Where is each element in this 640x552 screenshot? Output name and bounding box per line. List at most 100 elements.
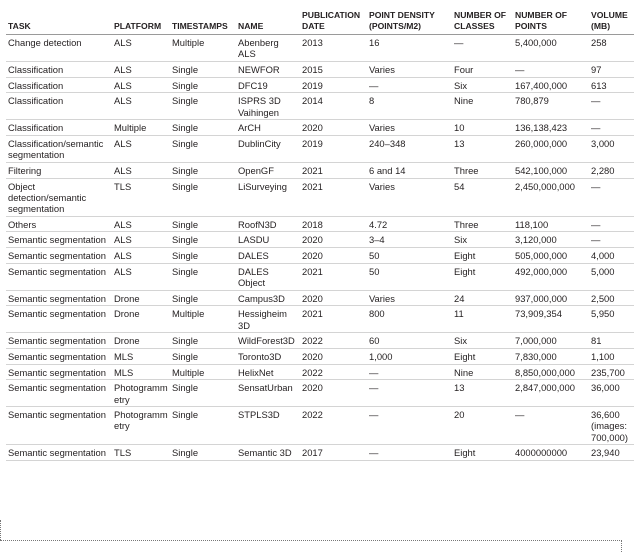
table-cell: Nine [452, 92, 513, 121]
table-cell: Single [170, 61, 236, 78]
table-cell: Three [452, 162, 513, 179]
table-cell: LASDU [236, 231, 300, 249]
table-cell: Eight [452, 247, 513, 264]
table-cell: 81 [589, 332, 634, 349]
table-cell: 136,138,423 [513, 119, 589, 136]
table-cell: Single [170, 263, 236, 291]
column-header: TASK [6, 4, 112, 35]
table-cell: 505,000,000 [513, 247, 589, 264]
table-cell: Semantic segmentation [6, 290, 112, 307]
table-cell: 613 [589, 77, 634, 94]
table-cell: Drone [112, 332, 170, 349]
table-row: Semantic segmentation Photogrammetry Singl… [6, 406, 634, 446]
column-header: NAME [236, 4, 300, 35]
table-cell: Semantic segmentation [6, 247, 112, 264]
table-cell: 2,847,000,000 [513, 379, 589, 408]
table-cell: 97 [589, 61, 634, 78]
table-cell: 2020 [300, 247, 367, 264]
table-cell: 2020 [300, 231, 367, 249]
table-cell: 3,120,000 [513, 231, 589, 249]
table-cell: Semantic segmentation [6, 231, 112, 249]
table-cell: Semantic segmentation [6, 379, 112, 408]
table-row: Semantic segmentation ALS Single DALES Obje… [6, 263, 634, 291]
table-cell: — [513, 406, 589, 446]
table-cell: Semantic 3D [236, 444, 300, 462]
table-cell: Classification [6, 92, 112, 121]
table-cell: DALES Object [236, 263, 300, 291]
table-cell: OpenGF [236, 162, 300, 179]
table-cell: — [589, 92, 634, 121]
table-cell: 2019 [300, 135, 367, 163]
table-cell: 2,500 [589, 290, 634, 307]
table-row: Classification ALS Single NEWFOR 2015 Varies F… [6, 61, 634, 78]
table-cell: Single [170, 444, 236, 462]
table-cell: 5,400,000 [513, 34, 589, 62]
table-cell: Abenberg ALS [236, 34, 300, 62]
table-cell: 937,000,000 [513, 290, 589, 307]
table-cell: — [589, 119, 634, 136]
table-cell: ALS [112, 231, 170, 249]
table-cell: Classification/semantic segmentation [6, 135, 112, 163]
table-cell: 2020 [300, 290, 367, 307]
table-cell: Change detection [6, 34, 112, 62]
table-cell: 2021 [300, 305, 367, 334]
table-cell: Single [170, 135, 236, 163]
table-cell: Others [6, 216, 112, 233]
table-cell: 54 [452, 178, 513, 217]
table-cell: 2013 [300, 34, 367, 62]
table-cell: Single [170, 379, 236, 408]
table-cell: NEWFOR [236, 61, 300, 78]
table-cell: ALS [112, 34, 170, 62]
table-cell: Multiple [170, 34, 236, 62]
table-cell: Six [452, 332, 513, 349]
table-cell: — [367, 444, 452, 462]
table-cell: Classification [6, 61, 112, 78]
table-cell: 2018 [300, 216, 367, 233]
table-row: Classification ALS Single DFC19 2019— Six 167,… [6, 77, 634, 94]
table-cell: Single [170, 231, 236, 249]
table-cell: Semantic segmentation [6, 364, 112, 381]
table-cell: Single [170, 332, 236, 349]
table-cell: 4,000 [589, 247, 634, 264]
table-cell: — [452, 34, 513, 62]
column-header: NUMBER OF POINTS [513, 4, 589, 35]
table-cell: 11 [452, 305, 513, 334]
table-cell: ISPRS 3D Vaihingen [236, 92, 300, 121]
table-cell: Hessigheim 3D [236, 305, 300, 334]
table-cell: Single [170, 162, 236, 179]
table-cell: 2020 [300, 348, 367, 365]
table-cell: 235,700 [589, 364, 634, 381]
table-cell: Photogrammetry [112, 406, 170, 446]
table-cell: ALS [112, 61, 170, 78]
table-cell: 2,280 [589, 162, 634, 179]
table-cell: Toronto3D [236, 348, 300, 365]
table-cell: 20 [452, 406, 513, 446]
column-header: TIMESTAMPS [170, 4, 236, 35]
table-cell: 16 [367, 34, 452, 62]
table-cell: 492,000,000 [513, 263, 589, 291]
table-row: Change detection ALS Multiple Abenberg ALS 2… [6, 34, 634, 62]
table-cell: 118,100 [513, 216, 589, 233]
table-body: Change detection ALS Multiple Abenberg ALS 2… [6, 34, 634, 462]
table-cell: 73,909,354 [513, 305, 589, 334]
table-cell: Eight [452, 444, 513, 462]
dotted-border [0, 540, 622, 541]
column-header: VOLUME (MB) [589, 4, 634, 35]
table-cell: 13 [452, 135, 513, 163]
table-cell: Single [170, 77, 236, 94]
table-cell: 167,400,000 [513, 77, 589, 94]
table-cell: 800 [367, 305, 452, 334]
table-cell: SensatUrban [236, 379, 300, 408]
table-cell: — [367, 364, 452, 381]
table-cell: 8 [367, 92, 452, 121]
table-cell: — [513, 61, 589, 78]
table-row: Semantic segmentation Drone Single Campus3D… [6, 290, 634, 307]
table-cell: 2021 [300, 178, 367, 217]
table-cell: 50 [367, 247, 452, 264]
table-cell: RoofN3D [236, 216, 300, 233]
table-cell: 2020 [300, 379, 367, 408]
table-cell: STPLS3D [236, 406, 300, 446]
table-cell: Filtering [6, 162, 112, 179]
table-cell: HelixNet [236, 364, 300, 381]
